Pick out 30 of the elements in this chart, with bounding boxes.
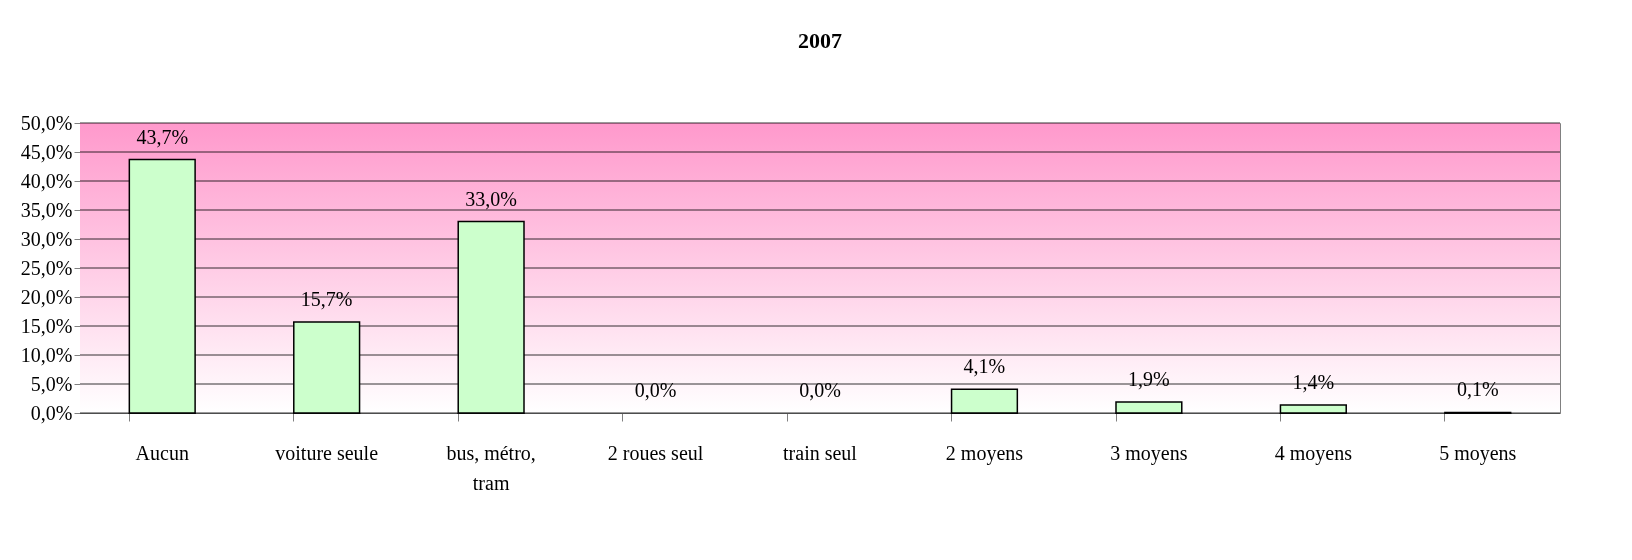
data-label: 0,0% bbox=[799, 379, 841, 401]
y-tick-label: 0,0% bbox=[30, 401, 73, 424]
x-tick-label: train seul bbox=[783, 441, 858, 464]
y-tick-label: 40,0% bbox=[20, 169, 73, 192]
y-tick-label: 5,0% bbox=[30, 372, 73, 395]
y-tick-label: 35,0% bbox=[20, 198, 73, 221]
x-tick-label: 3 moyens bbox=[1110, 441, 1188, 465]
data-label: 15,7% bbox=[300, 287, 353, 310]
data-label: 1,9% bbox=[1128, 367, 1170, 390]
x-tick-label: 4 moyens bbox=[1274, 441, 1353, 465]
x-tick-label: voiture seule bbox=[275, 441, 379, 464]
y-tick-label: 10,0% bbox=[20, 343, 73, 366]
data-label: 4,1% bbox=[963, 355, 1006, 378]
x-tick-label: 2 moyens bbox=[945, 441, 1024, 465]
y-tick-label: 25,0% bbox=[20, 256, 73, 279]
y-tick-label: 20,0% bbox=[20, 285, 73, 308]
chart-title: 2007 bbox=[798, 28, 842, 53]
y-tick-label: 45,0% bbox=[20, 140, 73, 163]
x-tick-label: 5 moyens bbox=[1439, 441, 1517, 465]
data-label: 33,0% bbox=[465, 187, 517, 210]
data-label: 43,7% bbox=[136, 125, 189, 148]
y-tick-label: 50,0% bbox=[20, 111, 73, 134]
y-tick-label: 30,0% bbox=[20, 227, 73, 250]
x-tick-label: bus, métro, tram bbox=[446, 441, 536, 494]
y-tick-label: 15,0% bbox=[20, 314, 73, 337]
data-label: 1,4% bbox=[1292, 370, 1335, 393]
x-tick-label: Aucun bbox=[135, 441, 189, 464]
data-label: 0,0% bbox=[634, 379, 677, 401]
data-label: 0,1% bbox=[1456, 378, 1499, 401]
x-tick-label: 2 roues seul bbox=[607, 441, 704, 464]
